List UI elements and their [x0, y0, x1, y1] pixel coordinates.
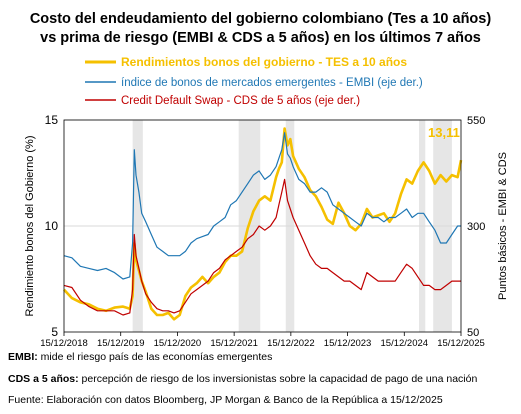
plot-frame [63, 119, 462, 333]
x-tick-6: 15/12/2024 [381, 338, 429, 348]
x-tick-1: 15/12/2019 [97, 338, 145, 348]
y-right-label: Puntos básicos - EMBI & CDS [497, 152, 509, 300]
y-right-tick-1: 300 [467, 221, 485, 233]
chart-title-line1: Costo del endeudamiento del gobierno col… [29, 11, 492, 27]
note-cds-label: CDS a 5 años: [8, 373, 79, 385]
series-line-2 [63, 178, 461, 316]
legend-label-0: Rendimientos bonos del gobierno - TES a … [121, 55, 407, 69]
annotations: Pandemia 13,11 [106, 0, 460, 140]
annotation-last-value: 13,11 [428, 125, 460, 140]
note-embi-text: mide el riesgo país de las economías eme… [37, 351, 273, 363]
y-left-tick-0: 5 [51, 325, 58, 339]
series-lines [63, 127, 463, 321]
note-embi: EMBI: mide el riesgo país de las economí… [8, 351, 272, 364]
x-tick-4: 15/12/2022 [267, 338, 315, 348]
series-line-1 [63, 132, 461, 280]
x-tick-5: 15/12/2023 [324, 338, 372, 348]
y-left-label: Rendimiento bonos del Gobierno (%) [24, 136, 36, 317]
chart: 5 10 15 50 300 550 15/12/2018 15/12/2019 15/12/2… [24, 0, 509, 348]
series-line-0 [63, 127, 463, 321]
y-left-tick-2: 15 [45, 113, 59, 127]
y-right-tick-2: 550 [467, 115, 485, 127]
x-tick-7: 15/12/2025 [437, 338, 485, 348]
y-right-tick-0: 50 [467, 327, 479, 339]
grid-lines [64, 119, 461, 227]
legend-label-1: índice de bonos de mercados emergentes -… [121, 77, 423, 89]
chart-title-line2: vs prima de riesgo (EMBI & CDS a 5 años)… [40, 30, 481, 46]
axes: 5 10 15 50 300 550 15/12/2018 15/12/2019 15/12/2… [24, 113, 509, 348]
y-left-tick-1: 10 [45, 219, 59, 233]
legend: Rendimientos bonos del gobierno - TES a … [85, 55, 423, 107]
note-embi-label: EMBI: [8, 351, 38, 363]
x-tick-2: 15/12/2020 [154, 338, 202, 348]
note-source: Fuente: Elaboración con datos Bloomberg,… [8, 394, 443, 406]
annotation-pandemia: Pandemia [106, 0, 156, 3]
x-tick-0: 15/12/2018 [40, 338, 88, 348]
note-cds: CDS a 5 años: percepción de riesgo de lo… [8, 373, 477, 386]
legend-label-2: Credit Default Swap - CDS de 5 años (eje… [121, 95, 360, 107]
note-cds-text: percepción de riesgo de los inversionist… [78, 373, 478, 385]
x-tick-3: 15/12/2021 [210, 338, 258, 348]
